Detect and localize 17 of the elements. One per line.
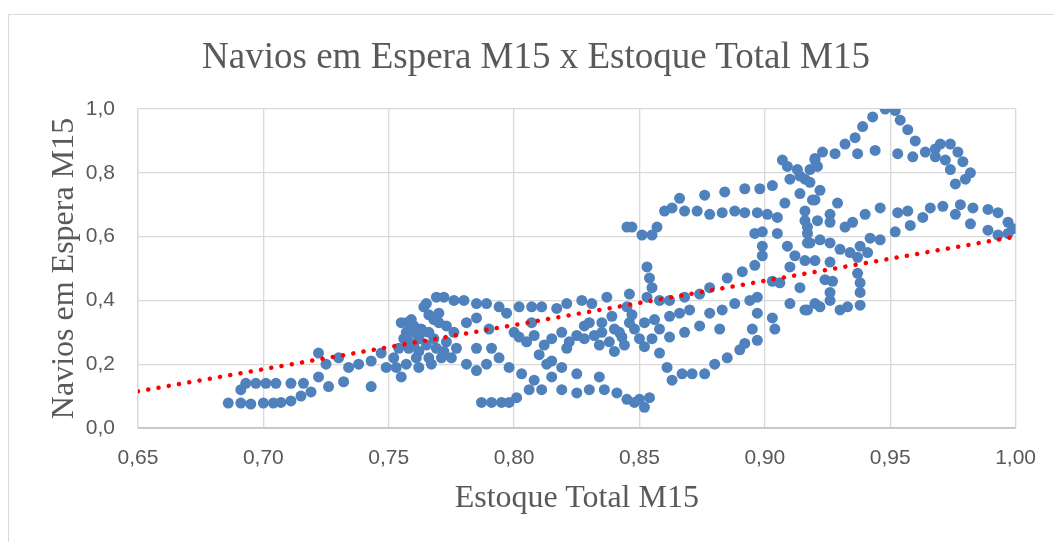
y-tick-label: 0,6 [85,223,115,247]
y-tick-label: 0,4 [85,287,116,311]
chart-title: Navios em Espera M15 x Estoque Total M15 [202,34,870,78]
y-tick-label: 0,0 [85,414,115,438]
x-tick-label: 0,70 [242,445,284,469]
x-axis-title: Estoque Total M15 [454,478,699,515]
y-tick-label: 1,0 [85,95,115,119]
y-tick-label: 0,8 [85,159,115,183]
x-tick-label: 0,90 [744,445,786,469]
x-tick-label: 0,65 [117,445,159,469]
x-tick-label: 0,80 [493,445,535,469]
y-tick-label: 0,2 [85,351,115,374]
y-axis-title: Navios em Espera M15 [43,117,80,420]
x-tick-label: 0,95 [869,445,911,469]
x-tick-label: 0,85 [619,445,660,469]
x-tick-label: 0,75 [368,445,410,469]
x-tick-label: 1,00 [995,445,1036,469]
